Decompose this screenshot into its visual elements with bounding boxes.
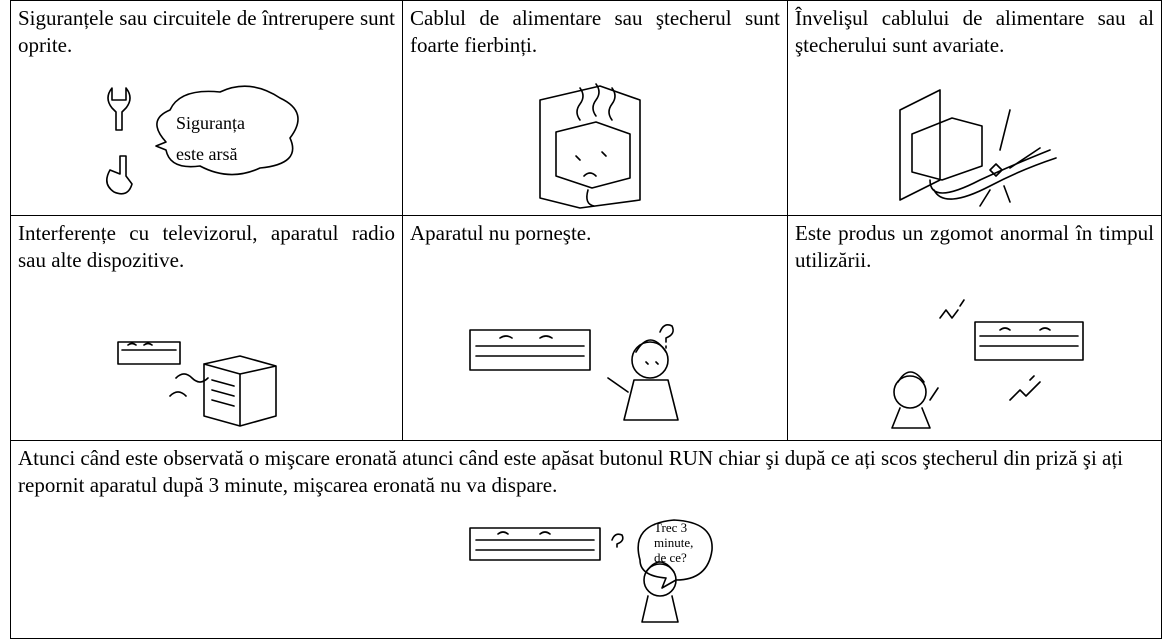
line-art bbox=[607, 339, 679, 421]
line-art bbox=[631, 341, 669, 379]
cell: Interferențe cu televizorul, aparatul ra… bbox=[10, 215, 402, 440]
line-art bbox=[659, 324, 674, 349]
cell-text: Învelişul cablului de alimentare sau al … bbox=[795, 6, 1154, 57]
cell: Învelişul cablului de alimentare sau al … bbox=[787, 0, 1161, 215]
interference-illustration bbox=[117, 341, 277, 427]
line-art bbox=[539, 85, 641, 209]
line-art bbox=[586, 189, 595, 207]
line-art bbox=[117, 341, 181, 365]
line-art bbox=[891, 371, 939, 429]
line-art bbox=[106, 155, 133, 195]
line-art bbox=[203, 355, 277, 427]
line-art bbox=[469, 329, 591, 371]
cell-text: Siguranțele sau circuitele de întreruper… bbox=[18, 6, 395, 57]
line-art bbox=[611, 533, 624, 548]
line-art bbox=[899, 89, 941, 201]
cell: Atunci când este observată o mişcare ero… bbox=[10, 440, 1161, 638]
line-art bbox=[929, 149, 1057, 200]
line-art bbox=[989, 163, 1003, 177]
line-art bbox=[469, 527, 601, 561]
speech-bubble: Siguranța este arsă bbox=[155, 85, 299, 176]
cell: Siguranțele sau circuitele de întreruper… bbox=[10, 0, 402, 215]
cell: Cablul de alimentare sau ştecherul sunt … bbox=[402, 0, 787, 215]
cell-text: Aparatul nu porneşte. bbox=[410, 221, 592, 245]
hot-plug-illustration bbox=[539, 83, 641, 209]
cell: Este produs un zgomot anormal în timpul … bbox=[787, 215, 1161, 440]
cell-text: Cablul de alimentare sau ştecherul sunt … bbox=[410, 6, 780, 57]
line-art bbox=[641, 561, 679, 623]
wrong-operation-illustration: Trec 3 minute, de ce? bbox=[469, 519, 713, 623]
line-art bbox=[555, 121, 631, 189]
noise-illustration bbox=[891, 299, 1084, 429]
line-art bbox=[155, 85, 299, 176]
no-start-illustration bbox=[469, 324, 679, 421]
line-art bbox=[1009, 375, 1041, 401]
table: Siguranțele sau circuitele de întreruper… bbox=[10, 0, 1162, 639]
cell-text: Este produs un zgomot anormal în timpul … bbox=[795, 221, 1154, 272]
line-art bbox=[979, 109, 1041, 207]
line-art bbox=[575, 151, 607, 177]
line-art bbox=[893, 375, 927, 409]
line-art bbox=[637, 519, 713, 589]
line-art bbox=[576, 83, 616, 121]
damaged-cable-illustration bbox=[899, 89, 1057, 207]
bubble-text: este arsă bbox=[176, 144, 237, 164]
wrench-icon bbox=[106, 87, 133, 195]
line-art bbox=[939, 299, 965, 319]
bubble-text: Trec 3 bbox=[654, 520, 687, 535]
cell: Aparatul nu porneşte. bbox=[402, 215, 787, 440]
cell-text: Interferențe cu televizorul, aparatul ra… bbox=[18, 221, 395, 272]
bubble-text: Siguranța bbox=[176, 113, 245, 133]
bubble-text: de ce? bbox=[654, 550, 687, 565]
line-art bbox=[911, 117, 983, 181]
bubble-text: minute, bbox=[654, 535, 693, 550]
line-art bbox=[974, 321, 1084, 361]
line-art bbox=[107, 87, 131, 131]
line-art bbox=[211, 379, 235, 407]
line-art bbox=[169, 373, 209, 397]
cell-text: Atunci când este observată o mişcare ero… bbox=[18, 446, 1124, 497]
